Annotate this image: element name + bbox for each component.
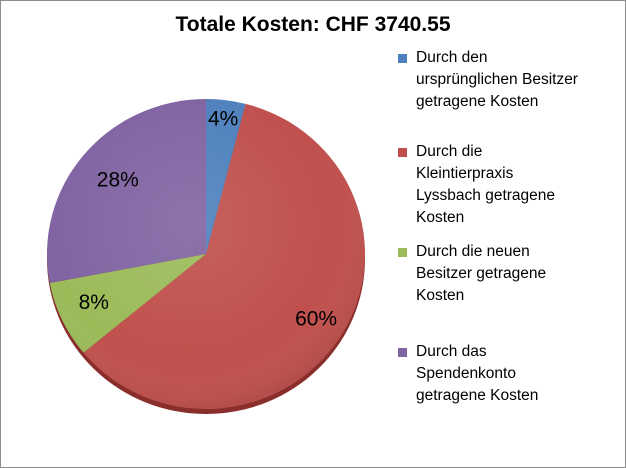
legend-item: Durch das Spendenkonto getragene Kosten (398, 341, 618, 407)
legend-swatch (398, 248, 407, 257)
legend-label: Durch das Spendenkonto getragene Kosten (416, 343, 539, 404)
pie-data-label: 28% (97, 168, 139, 191)
chart-title: Totale Kosten: CHF 3740.55 (175, 13, 451, 36)
legend-label: Durch die Kleintierpraxis Lyssbach getra… (416, 143, 556, 226)
legend-label: Durch den ursprünglichen Besitzer getrag… (416, 49, 578, 110)
legend-swatch (398, 148, 407, 157)
pie-data-labels: 4% 60% 8% 28% (79, 107, 337, 330)
legend-label: Durch die neuen Besitzer getragene Koste… (416, 243, 547, 304)
legend-swatch (398, 348, 407, 357)
pie-data-label: 60% (295, 308, 337, 331)
legend: Durch den ursprünglichen Besitzer getrag… (398, 47, 618, 407)
legend-item: Durch die neuen Besitzer getragene Koste… (398, 241, 618, 307)
legend-swatch (398, 54, 407, 63)
pie-data-label: 4% (208, 107, 238, 130)
legend-item: Durch den ursprünglichen Besitzer getrag… (398, 47, 618, 113)
pie-data-label: 8% (79, 291, 109, 314)
pie-shading (47, 99, 365, 409)
legend-item: Durch die Kleintierpraxis Lyssbach getra… (398, 141, 618, 229)
